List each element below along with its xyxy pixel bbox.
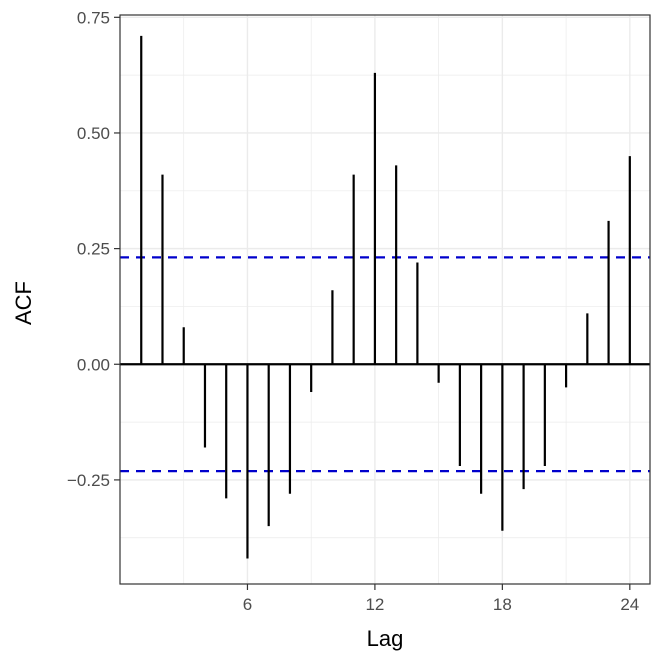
x-tick-label: 18 xyxy=(493,595,512,614)
y-tick-label: 0.00 xyxy=(77,355,110,374)
acf-stems xyxy=(140,35,631,559)
x-axis-ticks: 6 12 18 24 xyxy=(243,584,639,614)
confidence-bands xyxy=(120,256,650,473)
y-tick-label: 0.25 xyxy=(77,240,110,259)
panel-border xyxy=(119,14,651,585)
y-axis-ticks: −0.25 0.00 0.25 0.50 0.75 xyxy=(67,8,120,490)
x-tick-label: 24 xyxy=(620,595,639,614)
grid-lines xyxy=(120,15,650,584)
y-tick-label: −0.25 xyxy=(67,471,110,490)
x-tick-label: 6 xyxy=(243,595,252,614)
x-axis-title: Lag xyxy=(367,626,404,651)
y-axis-title: ACF xyxy=(11,281,36,325)
y-tick-label: 0.50 xyxy=(77,124,110,143)
x-tick-label: 12 xyxy=(365,595,384,614)
y-tick-label: 0.75 xyxy=(77,8,110,27)
